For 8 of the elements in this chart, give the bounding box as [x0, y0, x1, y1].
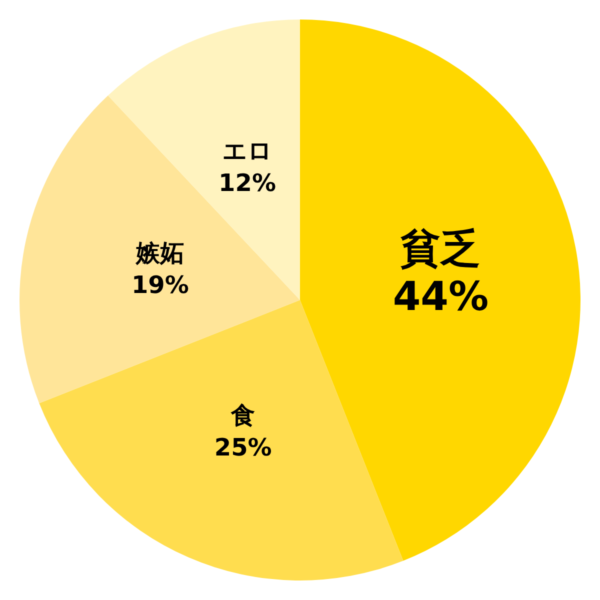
data-label: 44% [392, 274, 489, 320]
data-label: 12% [218, 168, 276, 197]
slice-label: 嫉妬 [135, 238, 184, 267]
slice-label: 貧乏 [400, 226, 481, 272]
slice-label: エロ [222, 136, 272, 165]
data-label: 25% [214, 433, 272, 462]
slice-label: 食 [230, 401, 256, 430]
data-label: 19% [131, 270, 189, 299]
